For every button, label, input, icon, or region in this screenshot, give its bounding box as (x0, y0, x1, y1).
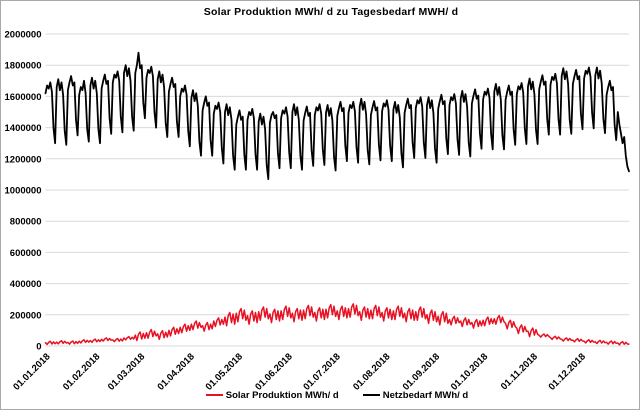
legend-label-netzbedarf: Netzbedarf MWh/ d (382, 389, 469, 401)
series-line-netzbedarf (44, 51, 630, 181)
y-axis-tick-label: 1800000 (5, 61, 42, 72)
legend-swatch-solar (205, 394, 223, 396)
legend: Solar Produktion MWh/ d Netzbedarf MWh/ … (45, 387, 629, 403)
y-axis-tick-label: 1000000 (5, 186, 42, 197)
y-axis-tick-label: 0 (36, 342, 41, 353)
legend-item-netzbedarf: Netzbedarf MWh/ d (362, 389, 469, 401)
y-axis-tick-label: 2000000 (5, 30, 42, 41)
y-axis-tick-label: 200000 (10, 310, 42, 321)
legend-label-solar: Solar Produktion MWh/ d (225, 389, 339, 401)
y-axis-tick-label: 1200000 (5, 154, 42, 165)
y-axis-tick-label: 1400000 (5, 123, 42, 134)
series-line-solar (44, 303, 630, 346)
y-axis-tick-label: 1600000 (5, 92, 42, 103)
legend-swatch-netzbedarf (362, 394, 380, 396)
legend-item-solar: Solar Produktion MWh/ d (205, 389, 339, 401)
y-axis-tick-label: 800000 (10, 217, 42, 228)
chart-title: Solar Produktion MWh/ d zu Tagesbedarf M… (203, 6, 459, 18)
y-axis-tick-label: 600000 (10, 248, 42, 259)
y-axis-tick-label: 400000 (10, 279, 42, 290)
